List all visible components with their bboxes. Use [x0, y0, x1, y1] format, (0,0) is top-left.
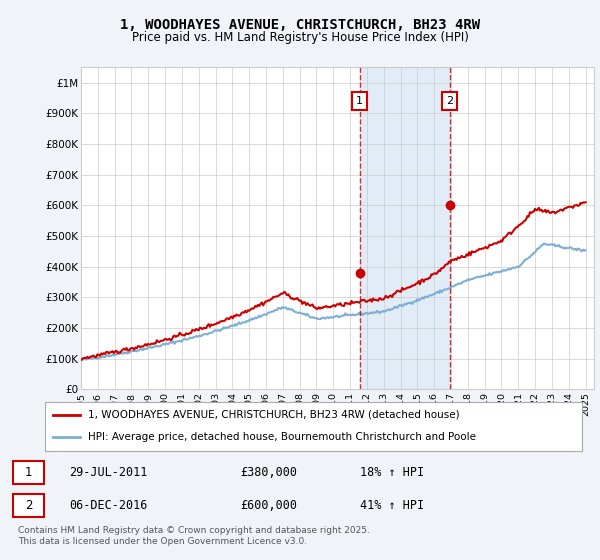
- Text: 1: 1: [25, 466, 32, 479]
- Text: HPI: Average price, detached house, Bournemouth Christchurch and Poole: HPI: Average price, detached house, Bour…: [88, 432, 476, 442]
- Text: 2: 2: [446, 96, 453, 106]
- Text: 41% ↑ HPI: 41% ↑ HPI: [360, 499, 424, 512]
- Text: 06-DEC-2016: 06-DEC-2016: [69, 499, 148, 512]
- Text: 29-JUL-2011: 29-JUL-2011: [69, 466, 148, 479]
- FancyBboxPatch shape: [13, 494, 44, 517]
- Bar: [360, 67, 449, 389]
- Text: 1: 1: [356, 96, 363, 106]
- Text: Contains HM Land Registry data © Crown copyright and database right 2025.
This d: Contains HM Land Registry data © Crown c…: [18, 526, 370, 546]
- Text: 18% ↑ HPI: 18% ↑ HPI: [360, 466, 424, 479]
- Text: Price paid vs. HM Land Registry's House Price Index (HPI): Price paid vs. HM Land Registry's House …: [131, 31, 469, 44]
- Text: £380,000: £380,000: [240, 466, 297, 479]
- Text: 1, WOODHAYES AVENUE, CHRISTCHURCH, BH23 4RW (detached house): 1, WOODHAYES AVENUE, CHRISTCHURCH, BH23 …: [88, 410, 460, 420]
- Text: 2: 2: [25, 499, 32, 512]
- FancyBboxPatch shape: [13, 461, 44, 484]
- Text: £600,000: £600,000: [240, 499, 297, 512]
- Text: 1, WOODHAYES AVENUE, CHRISTCHURCH, BH23 4RW: 1, WOODHAYES AVENUE, CHRISTCHURCH, BH23 …: [120, 18, 480, 32]
